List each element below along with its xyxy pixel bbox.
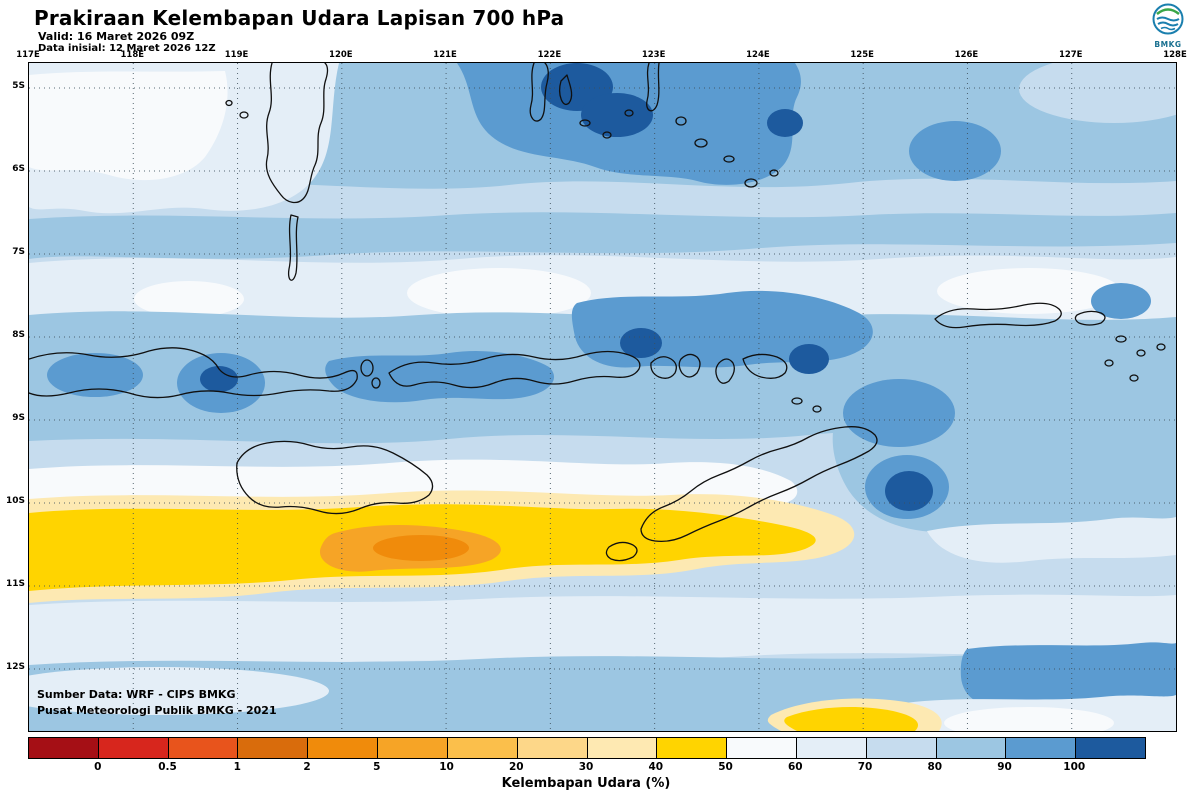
colorbar-tick-label: 50: [718, 761, 733, 773]
coastlines-layer: [29, 63, 1166, 562]
colorbar-cell: [168, 738, 239, 758]
colorbar-cell: [657, 738, 728, 758]
lon-tick-label: 119E: [224, 50, 249, 60]
init-time-label: Data inisial: 12 Maret 2026 12Z: [38, 43, 216, 54]
colorbar-tick-label: 1: [233, 761, 241, 773]
colorbar: [28, 737, 1146, 759]
colorbar-title: Kelembapan Udara (%): [501, 776, 671, 791]
lon-tick-label: 122E: [537, 50, 562, 60]
colorbar-cell: [29, 738, 99, 758]
colorbar-cell: [378, 738, 448, 758]
bmkg-logo-text: BMKG: [1154, 40, 1182, 49]
lon-tick-label: 125E: [850, 50, 874, 60]
colorbar-cell: [796, 738, 867, 758]
colorbar-tick-label: 2: [303, 761, 311, 773]
colorbar-cell: [587, 738, 658, 758]
lon-tick-label: 126E: [954, 50, 979, 60]
lat-tick-label: 10S: [5, 496, 25, 506]
bmkg-logo: BMKG: [1146, 2, 1190, 49]
lon-tick-label: 117E: [16, 50, 40, 60]
colorbar-cell: [1076, 738, 1145, 758]
source-credit-line-1: Sumber Data: WRF - CIPS BMKG: [37, 688, 236, 702]
humidity-contour-map: [29, 63, 1176, 731]
humidity-field: [29, 63, 1176, 731]
colorbar-tick-label: 0.5: [158, 761, 177, 773]
colorbar-tick-label: 80: [927, 761, 943, 773]
colorbar-tick-label: 10: [439, 761, 454, 773]
colorbar-tick-label: 70: [857, 761, 873, 773]
colorbar-tick-label: 90: [997, 761, 1012, 773]
colorbar-cell: [98, 738, 169, 758]
lat-tick-label: 11S: [5, 579, 25, 589]
source-credit-line-2: Pusat Meteorologi Publik BMKG - 2021: [37, 704, 277, 718]
lon-tick-label: 120E: [329, 50, 353, 60]
colorbar-tick-label: 20: [508, 761, 524, 773]
colorbar-cell: [866, 738, 937, 758]
colorbar-cell: [517, 738, 588, 758]
colorbar-cell: [936, 738, 1007, 758]
colorbar-ticks: 0 0.5 1 2 5 10 20 30 40 50 60 70 80 90 100: [0, 761, 1200, 775]
lon-tick-label: 123E: [641, 50, 666, 60]
lat-tick-label: 12S: [5, 662, 25, 672]
lon-tick-label: 121E: [433, 50, 457, 60]
bmkg-logo-icon: [1152, 3, 1184, 35]
lat-tick-label: 5S: [12, 81, 25, 91]
map-canvas: Sumber Data: WRF - CIPS BMKG Pusat Meteo…: [28, 62, 1177, 732]
colorbar-tick-label: 30: [578, 761, 594, 773]
colorbar-tick-label: 100: [1063, 761, 1086, 773]
source-credit: Sumber Data: WRF - CIPS BMKG Pusat Meteo…: [37, 687, 277, 719]
lon-tick-label: 124E: [746, 50, 770, 60]
valid-time-label: Valid: 16 Maret 2026 09Z: [38, 30, 195, 43]
colorbar-tick-label: 40: [648, 761, 664, 773]
colorbar-tick-label: 0: [94, 761, 102, 773]
colorbar-cell: [1006, 738, 1077, 758]
colorbar-tick-label: 5: [373, 761, 381, 773]
colorbar-cell: [308, 738, 379, 758]
colorbar-cell: [447, 738, 518, 758]
lon-tick-label: 128E: [1163, 50, 1187, 60]
page-title: Prakiraan Kelembapan Udara Lapisan 700 h…: [34, 6, 565, 30]
lat-tick-label: 8S: [12, 330, 25, 340]
lon-tick-label: 127E: [1058, 50, 1083, 60]
lat-tick-label: 9S: [12, 413, 25, 423]
lat-tick-label: 6S: [12, 164, 25, 174]
lat-tick-label: 7S: [12, 247, 25, 257]
colorbar-tick-label: 60: [787, 761, 803, 773]
colorbar-cell: [238, 738, 309, 758]
grid-layer: [29, 63, 1176, 731]
colorbar-cell: [727, 738, 797, 758]
